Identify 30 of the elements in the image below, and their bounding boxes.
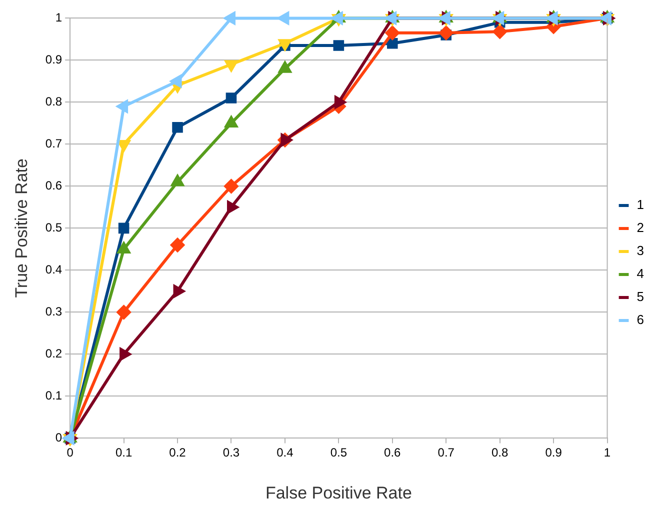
- x-tick-label: 0.7: [438, 446, 455, 460]
- y-tick-label: 0.5: [45, 220, 62, 235]
- y-tick-label: 1: [55, 10, 62, 25]
- y-tick-label: 0.4: [45, 262, 62, 277]
- x-tick-label: 1: [604, 446, 611, 460]
- x-tick-label: 0.5: [330, 446, 348, 460]
- y-tick-label: 0.2: [45, 346, 62, 361]
- x-tick-label: 0.1: [115, 446, 132, 460]
- y-tick-label: 0.1: [45, 388, 62, 403]
- y-tick-label: 0: [55, 430, 62, 445]
- x-axis-title: False Positive Rate: [265, 483, 412, 502]
- legend-label: 5: [636, 289, 644, 304]
- x-tick-label: 0.8: [491, 446, 508, 460]
- y-tick-label: 0.8: [45, 94, 62, 109]
- legend-label: 6: [636, 312, 644, 328]
- legend-label: 2: [636, 220, 644, 236]
- x-tick-label: 0.3: [222, 446, 240, 460]
- x-tick-label: 0.9: [545, 446, 562, 460]
- y-tick-label: 0.3: [45, 304, 62, 319]
- y-tick-label: 0.7: [45, 136, 62, 151]
- x-tick-label: 0: [66, 446, 74, 460]
- legend-label: 3: [636, 243, 644, 258]
- y-axis-title: True Positive Rate: [12, 158, 31, 298]
- legend-label: 4: [636, 266, 644, 282]
- y-tick-label: 0.6: [45, 178, 62, 193]
- x-tick-label: 0.2: [169, 446, 186, 460]
- legend-label: 1: [636, 197, 644, 212]
- x-tick-label: 0.4: [276, 446, 294, 460]
- x-tick-label: 0.6: [384, 446, 402, 460]
- y-tick-label: 0.9: [45, 52, 62, 67]
